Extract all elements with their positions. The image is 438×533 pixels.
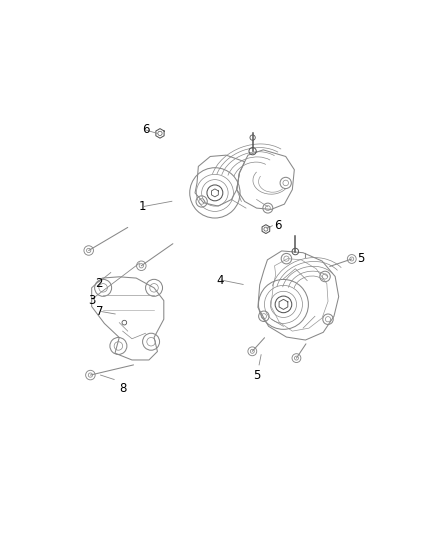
Text: 5: 5 bbox=[253, 369, 261, 382]
Text: 5: 5 bbox=[357, 253, 364, 265]
Text: 2: 2 bbox=[95, 277, 102, 290]
Text: 6: 6 bbox=[142, 123, 149, 136]
Text: 7: 7 bbox=[96, 305, 104, 318]
Text: 8: 8 bbox=[120, 382, 127, 395]
Text: 4: 4 bbox=[216, 273, 223, 287]
Text: 1: 1 bbox=[139, 200, 146, 213]
Text: 3: 3 bbox=[88, 294, 95, 307]
Text: 6: 6 bbox=[274, 219, 281, 231]
